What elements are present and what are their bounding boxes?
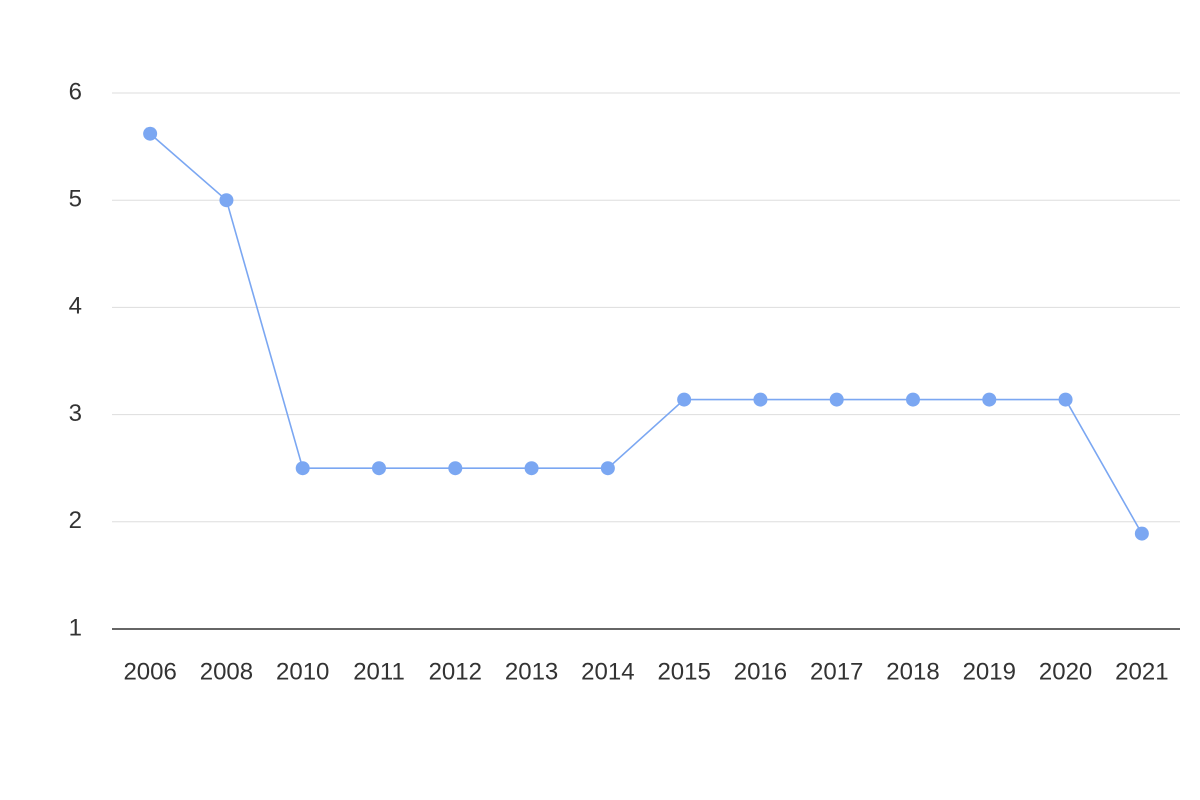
x-tick-label: 2015 [657,658,710,685]
x-tick-label: 2014 [581,658,634,685]
x-tick-label: 2021 [1115,658,1168,685]
y-tick-label: 4 [69,293,82,320]
data-point [524,461,539,476]
x-tick-label: 2017 [810,658,863,685]
data-point [143,126,158,141]
x-tick-label: 2020 [1039,658,1092,685]
data-point [753,392,768,407]
data-point [600,461,615,476]
series-line [149,133,1143,534]
data-point [448,461,463,476]
y-tick-label: 5 [69,186,82,213]
data-point [1058,392,1073,407]
x-tick-label: 2012 [429,658,482,685]
data-point [372,461,386,476]
y-tick-label: 6 [69,78,82,105]
data-point [295,461,310,476]
data-point [829,392,844,407]
data-point [906,392,920,407]
x-tick-label: 2010 [276,658,329,685]
y-tick-label: 2 [69,507,82,534]
data-point [982,392,997,407]
y-tick-label: 1 [69,614,82,641]
data-point [219,193,234,208]
x-tick-label: 2013 [505,658,558,685]
y-tick-label: 3 [69,400,82,427]
data-point [1134,526,1149,541]
x-tick-label: 2019 [963,658,1016,685]
x-tick-label: 2011 [353,658,405,685]
x-tick-label: 2008 [200,658,253,685]
x-tick-label: 2016 [734,658,787,685]
x-tick-label: 2006 [123,658,176,685]
data-point [677,392,692,407]
x-tick-label: 2018 [886,658,939,685]
